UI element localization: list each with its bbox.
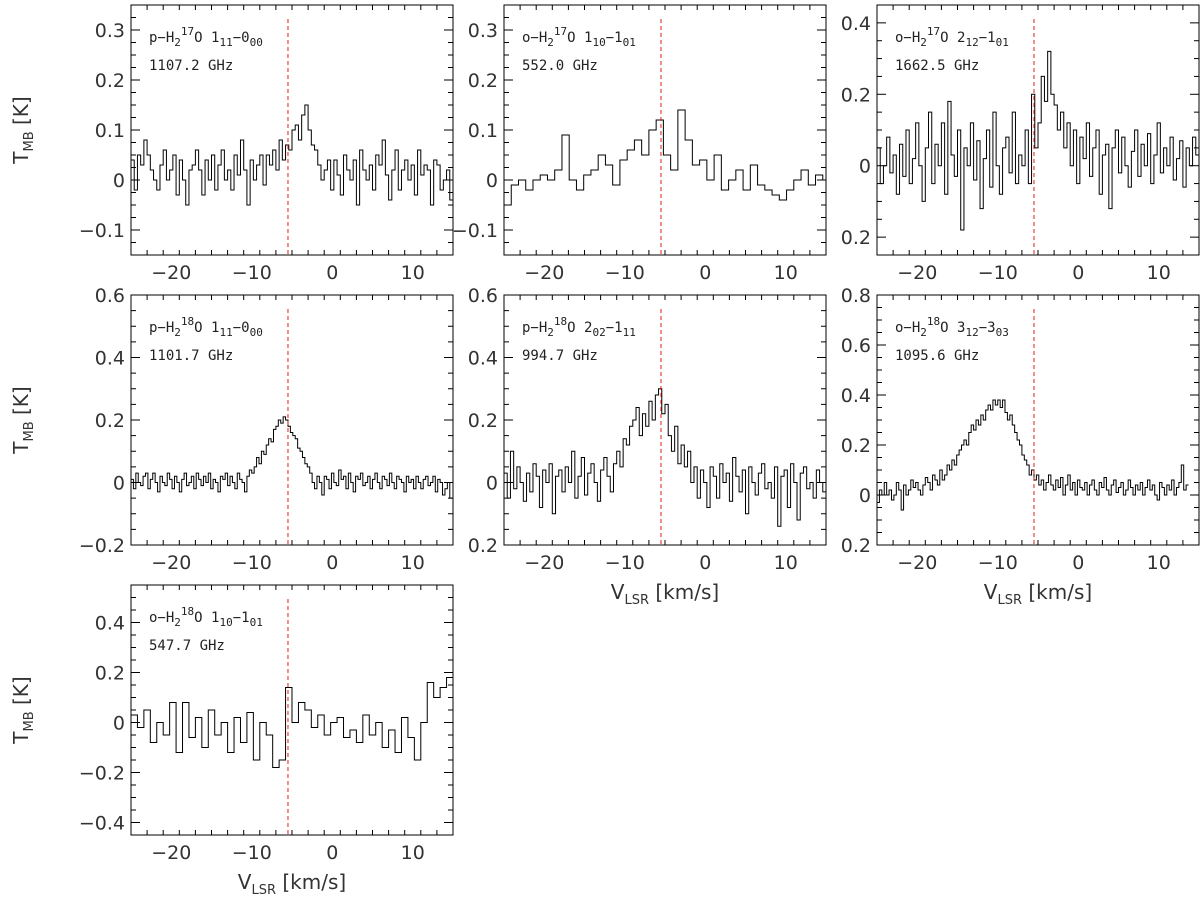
frequency-label: 994.7 GHz (522, 348, 598, 364)
y-tick-label: 0.6 (841, 335, 871, 357)
y-tick-label: 0.2 (468, 410, 498, 432)
x-tick-label: −10 (232, 842, 272, 864)
frequency-label: 547.7 GHz (149, 638, 225, 654)
spectrum-line (877, 399, 1189, 511)
frequency-label: 1095.6 GHz (895, 348, 979, 364)
x-tick-label: 10 (401, 552, 425, 574)
y-axis-label: TMB [K] (9, 386, 37, 454)
y-tick-label: 0.2 (841, 535, 871, 557)
spectrum-line (504, 109, 826, 206)
y-tick-label: 0 (486, 170, 498, 192)
y-tick-label: 0.3 (95, 20, 125, 42)
y-tick-label: −0.2 (79, 763, 125, 785)
y-tick-label: 0.4 (468, 348, 498, 370)
y-tick-label: 0.2 (95, 70, 125, 92)
y-tick-label: 0.6 (468, 285, 498, 307)
transition-label: p−H218O 202−111 (522, 315, 636, 339)
y-tick-label: 0 (859, 485, 871, 507)
y-axis-label: TMB [K] (9, 96, 37, 164)
x-tick-label: 10 (401, 262, 425, 284)
x-axis-label: VLSR [km/s] (611, 580, 719, 608)
x-tick-label: −10 (232, 552, 272, 574)
x-axis-label: VLSR [km/s] (238, 870, 346, 897)
x-tick-label: 10 (774, 262, 798, 284)
spectrum-panel-3: −20 −10 0 10 0.2 0 0.2 0.4 o−H217O 212−101 1662.5… (841, 4, 1200, 284)
y-tick-label: 0.2 (841, 84, 871, 106)
y-tick-label: 0.2 (468, 535, 498, 557)
x-tick-label: 0 (326, 262, 338, 284)
x-tick-label: 0 (326, 552, 338, 574)
y-tick-label: 0.8 (841, 285, 871, 307)
x-tick-label: 0 (1072, 262, 1084, 284)
spectrum-panel-5: −20 −10 0 10 0.2 0 0.2 0.4 0.6 p−H218O 202−111 994… (468, 285, 827, 608)
x-tick-label: −20 (151, 552, 191, 574)
x-tick-label: 10 (1147, 552, 1171, 574)
x-tick-label: −20 (897, 552, 937, 574)
spectrum-line (131, 416, 453, 499)
y-tick-label: 0.1 (468, 120, 498, 142)
x-tick-label: −10 (605, 552, 645, 574)
frequency-label: 1662.5 GHz (895, 58, 979, 74)
x-tick-label: −10 (605, 262, 645, 284)
y-tick-label: 0.1 (95, 120, 125, 142)
y-tick-label: −0.2 (79, 535, 125, 557)
x-tick-label: −20 (151, 262, 191, 284)
y-tick-label: −0.1 (452, 220, 498, 242)
y-tick-label: 0 (113, 170, 125, 192)
y-axis-label: TMB [K] (9, 676, 37, 744)
spectrum-panel-6: −20 −10 0 10 0.2 0 0.2 0.4 0.6 0.8 o−H218O 312−303… (841, 285, 1200, 608)
transition-label: o−H217O 110−101 (522, 25, 636, 49)
x-tick-label: −10 (978, 552, 1018, 574)
x-tick-label: 0 (1072, 552, 1084, 574)
transition-label: o−H217O 212−101 (895, 25, 1009, 49)
y-tick-label: 0.4 (841, 13, 871, 35)
spectrum-panel-1: −20 −10 0 10 −0.1 0 0.1 0.2 0.3 p−H217O 111−000 11… (9, 4, 454, 284)
y-tick-label: 0.2 (95, 663, 125, 685)
y-tick-label: 0.2 (841, 227, 871, 249)
y-tick-label: 0.2 (468, 70, 498, 92)
y-tick-label: 0.2 (95, 410, 125, 432)
y-tick-label: 0.3 (468, 20, 498, 42)
y-tick-label: 0 (859, 156, 871, 178)
x-axis-label: VLSR [km/s] (984, 580, 1092, 608)
y-tick-label: 0.6 (95, 285, 125, 307)
spectrum-panel-2: −20 −10 0 10 −0.1 0 0.1 0.2 0.3 o−H217O 110−101 55… (452, 4, 827, 284)
y-tick-label: 0.4 (95, 613, 125, 635)
frequency-label: 1107.2 GHz (149, 58, 233, 74)
spectrum-line (131, 677, 453, 768)
x-tick-label: 10 (401, 842, 425, 864)
transition-label: o−H218O 110−101 (149, 605, 263, 629)
frequency-label: 552.0 GHz (522, 58, 598, 74)
spectrum-line (877, 50, 1199, 231)
y-tick-label: 0 (486, 473, 498, 495)
x-tick-label: 0 (699, 262, 711, 284)
transition-label: p−H218O 111−000 (149, 315, 263, 339)
spectrum-line (131, 104, 453, 206)
transition-label: o−H218O 312−303 (895, 315, 1009, 339)
y-tick-label: −0.1 (79, 220, 125, 242)
spectrum-panel-4: −20 −10 0 10 −0.2 0 0.2 0.4 0.6 p−H218O 111−000 11… (9, 285, 454, 574)
x-tick-label: 10 (774, 552, 798, 574)
y-tick-label: 0.4 (95, 348, 125, 370)
x-tick-label: −20 (524, 552, 564, 574)
spectrum-line (504, 388, 826, 527)
y-tick-label: 0 (113, 473, 125, 495)
y-tick-label: 0.2 (841, 435, 871, 457)
x-tick-label: −20 (524, 262, 564, 284)
spectrum-panel-7: −20 −10 0 10 −0.4 −0.2 0 0.2 0.4 o−H218O 110−101 5… (9, 584, 454, 897)
frequency-label: 1101.7 GHz (149, 348, 233, 364)
transition-label: p−H217O 111−000 (149, 25, 263, 49)
x-tick-label: −10 (232, 262, 272, 284)
x-tick-label: −20 (151, 842, 191, 864)
x-tick-label: −20 (897, 262, 937, 284)
x-tick-label: −10 (978, 262, 1018, 284)
y-tick-label: −0.4 (79, 813, 125, 835)
x-tick-label: 0 (699, 552, 711, 574)
x-tick-label: 0 (326, 842, 338, 864)
y-tick-label: 0 (113, 713, 125, 735)
y-tick-label: 0.4 (841, 385, 871, 407)
x-tick-label: 10 (1147, 262, 1171, 284)
